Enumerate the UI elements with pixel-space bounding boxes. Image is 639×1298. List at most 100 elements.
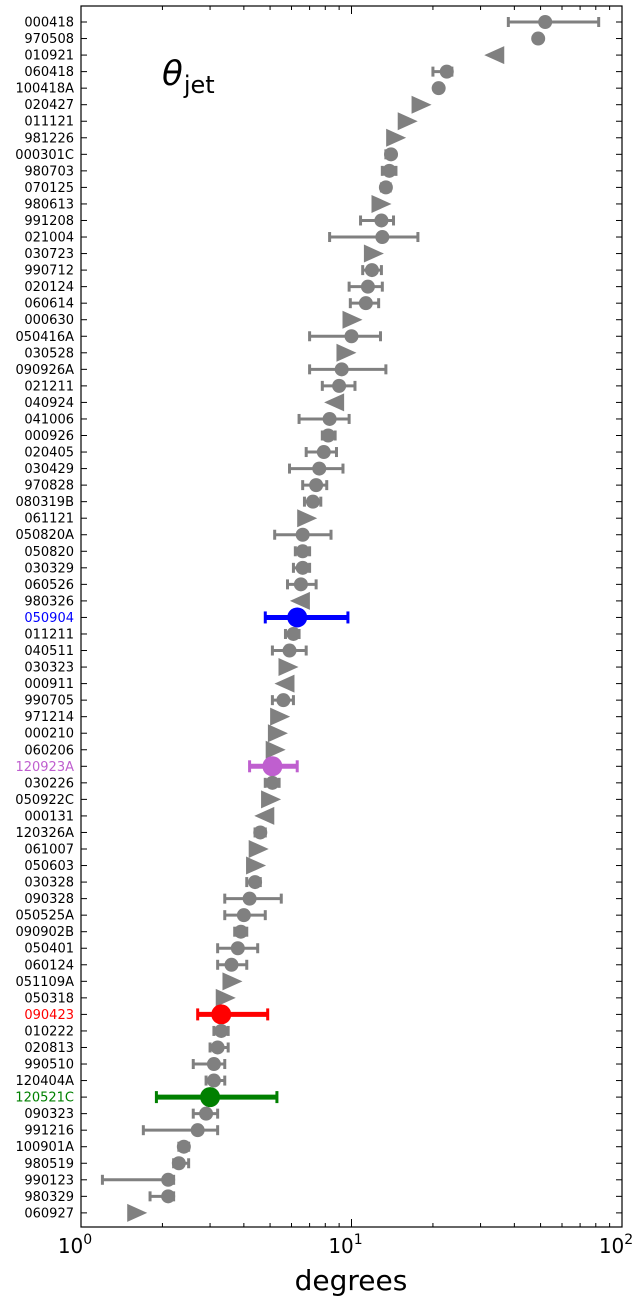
limit-marker-right	[267, 724, 288, 743]
y-tick-label: 060124	[24, 958, 74, 973]
data-point	[431, 81, 446, 96]
data-point	[358, 296, 373, 311]
y-tick-label: 061007	[24, 843, 74, 858]
y-tick-label: 010921	[24, 49, 74, 64]
y-tick-label: 991208	[24, 214, 74, 229]
data-marks	[100, 15, 601, 1222]
y-tick-label: 000418	[24, 16, 74, 31]
y-tick-label: 990712	[24, 264, 74, 279]
limit-marker-left	[289, 591, 310, 610]
data-point	[312, 461, 327, 476]
y-tick-label: 030329	[24, 561, 74, 576]
data-point	[214, 1023, 229, 1038]
data-point	[316, 445, 331, 460]
y-tick-label: 021004	[24, 231, 74, 246]
limit-marker-right	[386, 128, 407, 147]
limit-marker-left	[254, 806, 275, 825]
data-point	[161, 1172, 176, 1187]
y-tick-label: 000926	[24, 429, 74, 444]
y-tick-label: 090328	[24, 892, 74, 907]
data-point	[384, 147, 399, 162]
limit-marker-right	[278, 658, 299, 677]
data-point	[295, 527, 310, 542]
limit-marker-right	[363, 244, 384, 263]
data-point	[200, 1087, 221, 1108]
plot-frame	[80, 5, 623, 1228]
y-tick-label: 970828	[24, 479, 74, 494]
y-tick-label: 000131	[24, 809, 74, 824]
data-point	[276, 693, 291, 708]
y-tick-label: 100418A	[15, 82, 74, 97]
limit-marker-right	[371, 194, 392, 213]
data-point	[206, 1073, 221, 1088]
limit-marker-left	[274, 674, 295, 693]
x-tick-label: 101	[328, 1232, 362, 1258]
x-axis-label: degrees	[295, 1264, 408, 1297]
y-tick-label: 030429	[24, 462, 74, 477]
y-tick-label: 990123	[24, 1173, 74, 1188]
y-tick-label: 990705	[24, 694, 74, 709]
y-tick-label: 120521C	[15, 1091, 74, 1106]
data-point	[242, 891, 257, 906]
y-tick-label: 020813	[24, 1041, 74, 1056]
y-tick-label: 980613	[24, 197, 74, 212]
y-tick-label: 080319B	[15, 495, 74, 510]
y-tick-label: 070125	[24, 181, 74, 196]
data-point	[293, 577, 308, 592]
axis-ticks	[80, 6, 623, 1227]
data-point	[332, 378, 347, 393]
y-tick-label: 020124	[24, 280, 74, 295]
y-tick-label: 120326A	[15, 826, 74, 841]
y-tick-label: 120404A	[15, 1074, 74, 1089]
y-tick-label: 050401	[24, 942, 74, 957]
y-tick-label: 060206	[24, 743, 74, 758]
data-point	[322, 411, 337, 426]
limit-marker-left	[484, 46, 505, 65]
y-tick-label: 030226	[24, 776, 74, 791]
y-tick-label: 000210	[24, 727, 74, 742]
data-point	[287, 607, 308, 628]
y-tick-label: 090926A	[15, 363, 74, 378]
data-point	[374, 213, 389, 228]
limit-marker-left	[324, 393, 345, 412]
y-tick-label: 030328	[24, 876, 74, 891]
data-point	[282, 643, 297, 658]
limit-marker-right	[222, 972, 243, 991]
limit-marker-right	[270, 707, 291, 726]
y-tick-label: 020405	[24, 446, 74, 461]
limit-marker-right	[261, 790, 282, 809]
y-tick-label: 040511	[24, 644, 74, 659]
y-tick-label: 050922C	[15, 793, 74, 808]
data-point	[253, 825, 268, 840]
chart-title: θjet	[162, 54, 215, 99]
data-point	[199, 1106, 214, 1121]
y-tick-label: 971214	[24, 710, 74, 725]
y-tick-label: 090902B	[15, 925, 74, 940]
y-tick-label: 060927	[24, 1206, 74, 1221]
y-tick-label: 050904	[24, 611, 74, 626]
data-point	[224, 957, 239, 972]
data-point	[334, 362, 349, 377]
y-tick-label: 000630	[24, 313, 74, 328]
y-tick-label: 991216	[24, 1124, 74, 1139]
y-tick-label: 050525A	[15, 909, 74, 924]
y-tick-label: 100901A	[15, 1140, 74, 1155]
y-tick-label: 050416A	[15, 330, 74, 345]
y-tick-label: 990510	[24, 1058, 74, 1073]
data-point	[161, 1189, 176, 1204]
limit-marker-right	[336, 343, 357, 362]
y-tick-label: 050820A	[15, 528, 74, 543]
data-point	[360, 279, 375, 294]
y-tick-label: 060614	[24, 297, 74, 312]
x-tick-label: 100	[58, 1232, 92, 1258]
y-tick-label: 061121	[24, 512, 74, 527]
y-tick-label: 010222	[24, 1024, 74, 1039]
data-point	[233, 924, 248, 939]
y-tick-label: 090323	[24, 1107, 74, 1122]
y-tick-label: 970508	[24, 32, 74, 47]
data-point	[176, 1139, 191, 1154]
y-tick-label: 051109A	[15, 975, 74, 990]
limit-marker-right	[297, 509, 318, 528]
data-point	[236, 908, 251, 923]
